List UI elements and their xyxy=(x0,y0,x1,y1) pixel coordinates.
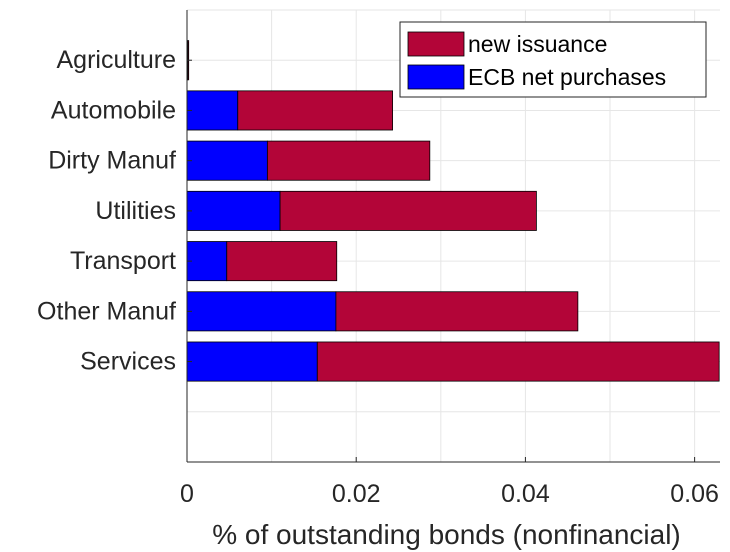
category-label: Automobile xyxy=(51,96,176,124)
bar-segment xyxy=(317,342,719,381)
bar-segment xyxy=(187,242,227,281)
bar-segment xyxy=(187,141,267,180)
x-tick-label: 0.06 xyxy=(670,480,719,508)
category-label: Utilities xyxy=(95,197,176,225)
bar-segment xyxy=(238,91,393,130)
category-label: Agriculture xyxy=(57,46,177,74)
legend-label: new issuance xyxy=(468,31,607,57)
legend: new issuance ECB net purchases xyxy=(400,22,706,97)
category-label: Dirty Manuf xyxy=(48,147,176,175)
x-axis-title: % of outstanding bonds (nonfinancial) xyxy=(212,519,681,550)
x-tick-label: 0.02 xyxy=(332,480,381,508)
legend-swatch xyxy=(408,32,464,56)
legend-swatch xyxy=(408,65,464,89)
bar-segment xyxy=(227,242,337,281)
bar-segment xyxy=(187,342,317,381)
x-tick-label: 0 xyxy=(180,480,194,508)
bar-segment xyxy=(187,292,336,331)
category-label: Transport xyxy=(70,247,176,275)
x-tick-label: 0.04 xyxy=(501,480,550,508)
bar-segment xyxy=(267,141,429,180)
bar-segment xyxy=(187,91,238,130)
bar-segment xyxy=(336,292,578,331)
bar-segment xyxy=(280,191,536,230)
legend-label: ECB net purchases xyxy=(468,64,666,90)
category-label: Other Manuf xyxy=(37,297,176,325)
bar-segment xyxy=(187,191,280,230)
category-label: Services xyxy=(80,348,176,376)
